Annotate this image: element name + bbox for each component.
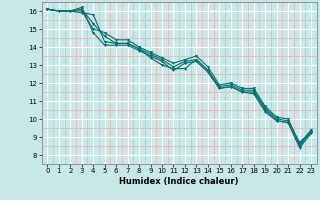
X-axis label: Humidex (Indice chaleur): Humidex (Indice chaleur) (119, 177, 239, 186)
